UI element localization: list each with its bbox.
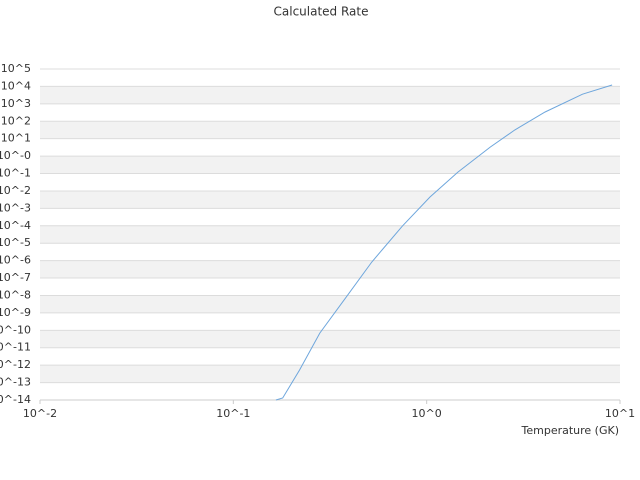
y-tick-label: 10^2 [1, 114, 31, 127]
grid-band [40, 330, 620, 348]
y-tick-label: 10^-8 [0, 288, 31, 301]
grid-band [40, 121, 620, 139]
y-tick-label: 10^-1 [0, 167, 31, 180]
y-tick-label: 10^-7 [0, 271, 31, 284]
x-tick-label: 10^-2 [23, 407, 57, 420]
x-axis-label: Temperature (GK) [521, 424, 620, 437]
x-tick-label: 10^1 [605, 407, 635, 420]
y-tick-label: 10^1 [1, 132, 31, 145]
x-tick-label: 10^-1 [216, 407, 250, 420]
data-line [275, 84, 613, 401]
y-tick-label: 10^-12 [0, 358, 31, 371]
y-tick-label: 10^-6 [0, 254, 31, 267]
x-tick-label: 10^0 [412, 407, 442, 420]
grid-band [40, 295, 620, 313]
grid-band [40, 156, 620, 174]
y-tick-label: 10^-14 [0, 393, 31, 406]
y-tick-label: 10^-4 [0, 219, 31, 232]
y-tick-label: 10^-0 [0, 149, 31, 162]
y-tick-label: 10^-5 [0, 236, 31, 249]
grid-band [40, 86, 620, 104]
y-tick-label: 10^-11 [0, 341, 31, 354]
y-tick-label: 10^4 [1, 79, 31, 92]
grid-band [40, 225, 620, 244]
grid-band [40, 260, 620, 279]
y-tick-label: 10^-10 [0, 323, 31, 336]
y-tick-label: 10^5 [1, 62, 31, 75]
y-tick-label: 10^-2 [0, 184, 31, 197]
chart-title: Calculated Rate [274, 5, 369, 19]
y-tick-label: 10^-13 [0, 376, 31, 389]
grid-band [40, 365, 620, 383]
y-tick-label: 10^-9 [0, 306, 31, 319]
grid-band [40, 190, 620, 209]
y-tick-label: 10^-3 [0, 201, 31, 214]
y-tick-label: 10^3 [1, 97, 31, 110]
